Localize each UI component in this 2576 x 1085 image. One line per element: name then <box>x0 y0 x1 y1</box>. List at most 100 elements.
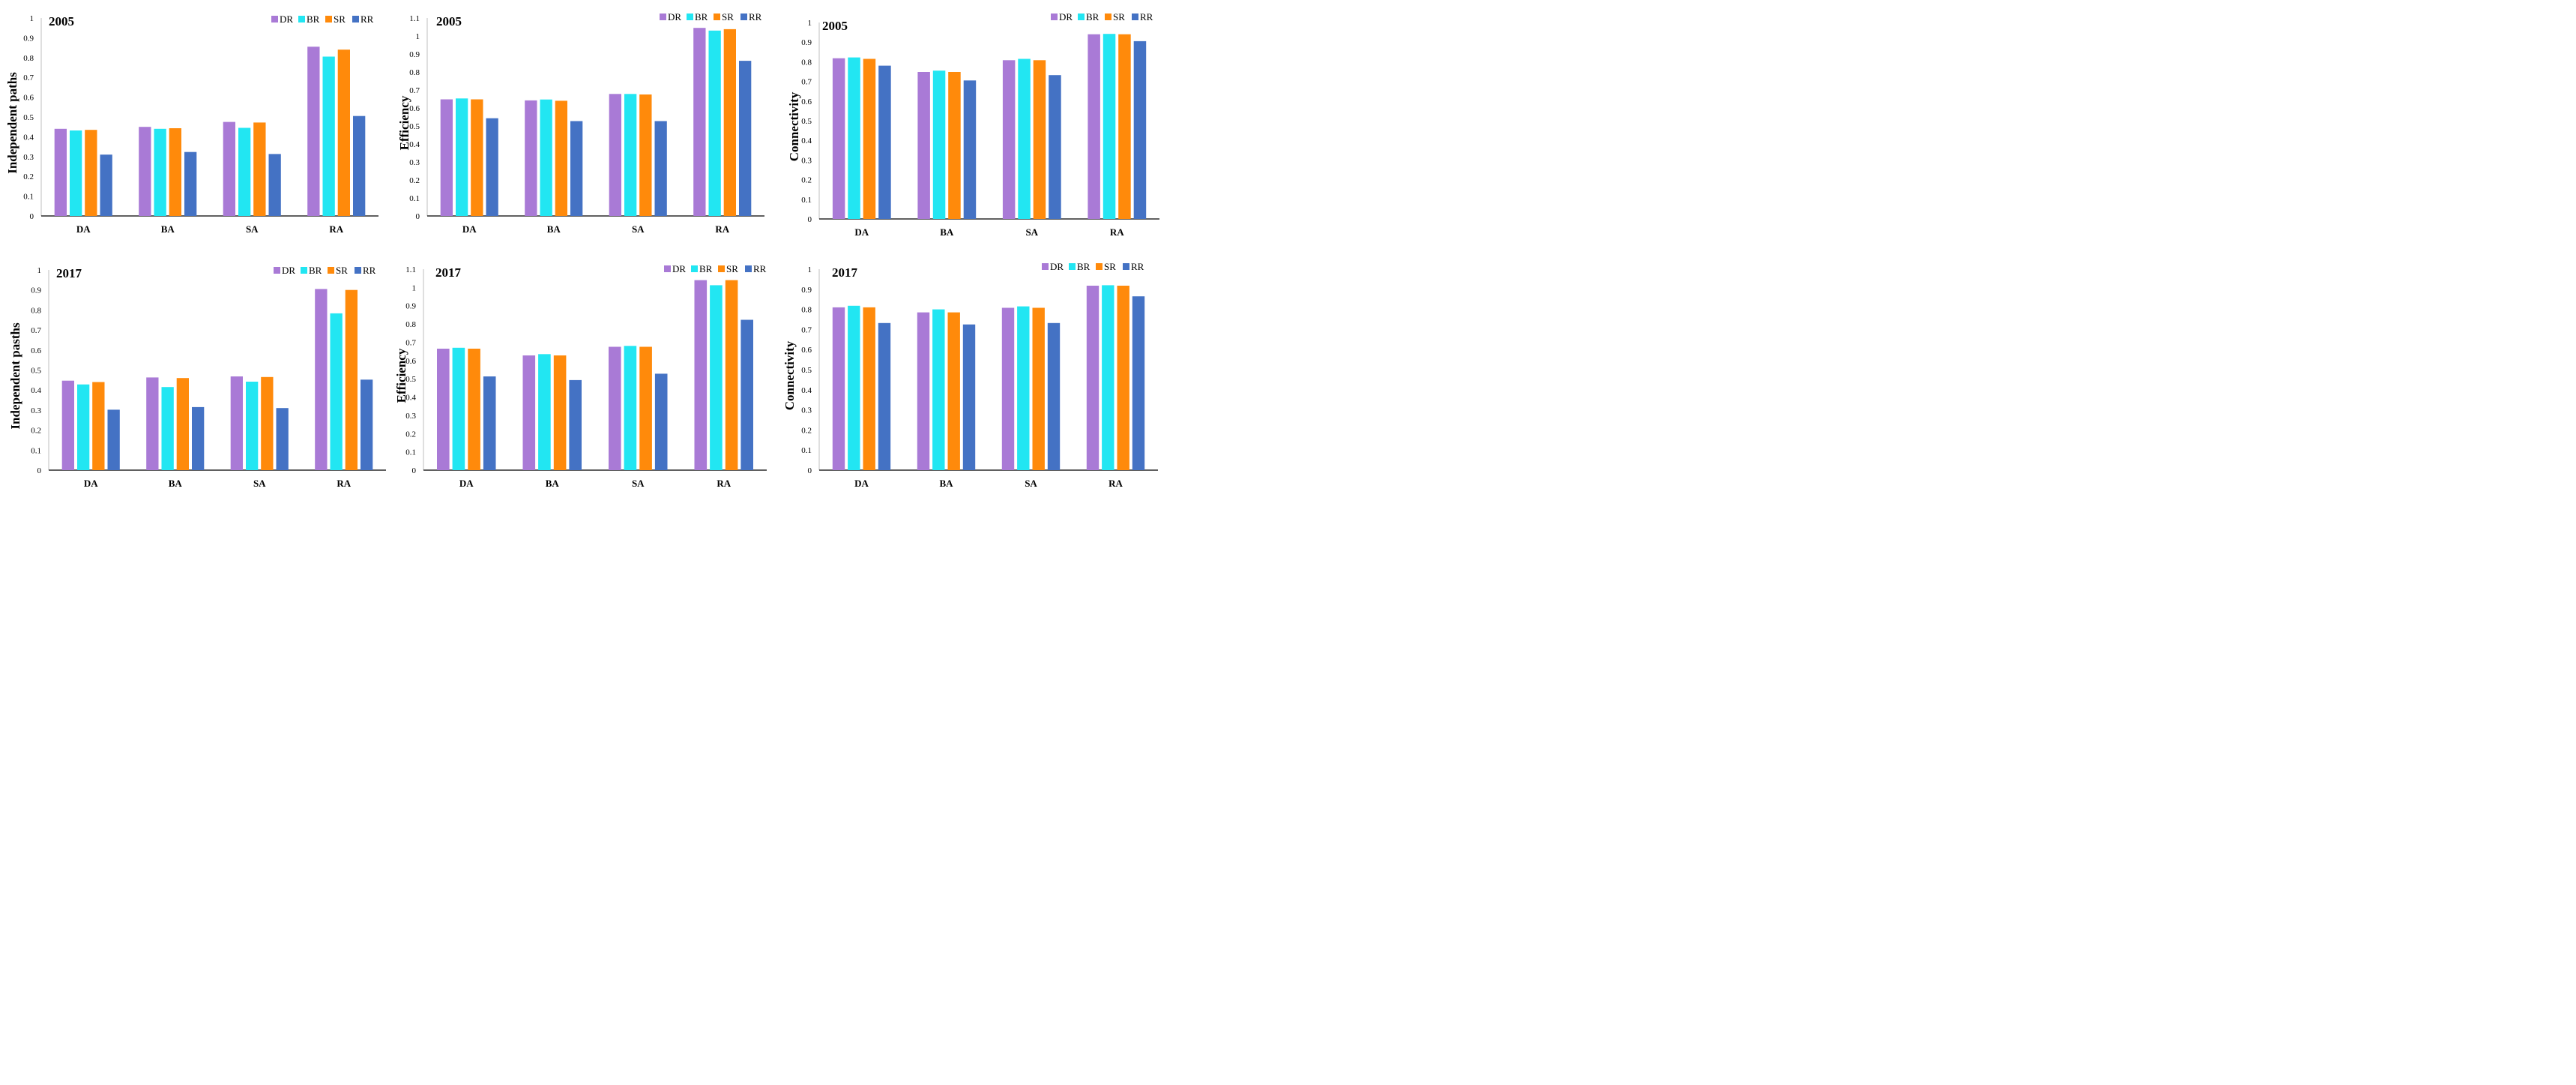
x-category-label: BA <box>161 223 175 235</box>
bar-br-sa <box>1018 58 1031 219</box>
y-tick-label: 0.5 <box>405 375 416 384</box>
legend-swatch-dr <box>1051 13 1058 20</box>
bar-rr-sa <box>1047 322 1061 470</box>
bar-sr-da <box>863 58 876 219</box>
bar-rr-da <box>486 118 498 216</box>
legend-swatch-dr <box>274 267 280 274</box>
bar-br-ba <box>932 70 946 219</box>
legend-label-br: BR <box>1086 11 1100 22</box>
x-category-label: BA <box>546 478 560 489</box>
bar-dr-ba <box>525 100 537 216</box>
bar-sr-sa <box>261 376 274 470</box>
bar-sr-ra <box>337 49 350 216</box>
bar-sr-ba <box>553 355 567 470</box>
y-tick-label: 0.5 <box>409 122 420 131</box>
legend-label-br: BR <box>307 13 320 25</box>
bar-dr-ra <box>307 46 320 216</box>
y-tick-label: 0.7 <box>409 86 420 95</box>
y-tick-label: 0.9 <box>801 286 812 295</box>
bar-dr-ba <box>139 127 151 216</box>
bar-sr-da <box>468 349 480 470</box>
legend-label-sr: SR <box>334 13 346 25</box>
y-tick-label: 0.2 <box>31 427 41 436</box>
legend-label-sr: SR <box>336 265 348 276</box>
chart-2: 0 0.1 0.2 0.3 0.4 0.5 0.6 0.7 0.8 0.9 1 1.1 DA BA SA RA… <box>397 11 764 235</box>
legend-label-br: BR <box>309 265 322 276</box>
y-tick-label: 0.2 <box>801 176 812 185</box>
bar-rr-sa <box>654 121 667 216</box>
bar-sr-ba <box>176 378 189 470</box>
y-tick-label: 0.2 <box>405 430 416 439</box>
y-tick-label: 0.4 <box>801 386 812 395</box>
bar-br-ra <box>708 30 721 216</box>
bar-br-sa <box>246 382 259 470</box>
y-tick-label: 0.6 <box>409 104 420 113</box>
legend: DR BR SR RR <box>274 265 376 276</box>
bar-dr-da <box>437 349 450 470</box>
y-axis-label: Efficiency <box>397 95 411 150</box>
bar-br-ra <box>330 313 343 470</box>
y-tick-label: 1.1 <box>405 265 416 274</box>
legend-swatch-rr <box>740 13 747 20</box>
bar-sr-da <box>471 99 483 216</box>
legend-swatch-dr <box>664 265 671 272</box>
y-tick-label: 0.8 <box>405 320 416 329</box>
x-category-label: RA <box>717 478 731 489</box>
legend-swatch-rr <box>355 267 361 274</box>
y-tick-label: 1 <box>412 283 417 292</box>
chart-3: 0 0.1 0.2 0.3 0.4 0.5 0.6 0.7 0.8 0.9 1 DA BA SA RA Con… <box>787 11 1159 238</box>
y-tick-label: 0.8 <box>409 68 420 77</box>
y-tick-label: 0.2 <box>409 176 420 185</box>
bar-sr-ba <box>169 128 181 216</box>
y-tick-label: 0.3 <box>801 156 812 165</box>
y-tick-label: 0.4 <box>31 386 41 395</box>
legend-swatch-sr <box>714 13 720 20</box>
bar-dr-ra <box>315 289 328 470</box>
y-tick-label: 1 <box>808 19 812 28</box>
x-category-label: SA <box>632 478 645 489</box>
y-tick-label: 0.5 <box>801 117 812 126</box>
bar-dr-da <box>832 58 845 219</box>
bar-dr-sa <box>609 94 621 216</box>
x-category-label: BA <box>169 478 183 489</box>
bar-rr-sa <box>654 373 668 470</box>
legend-label-br: BR <box>1077 261 1091 272</box>
y-tick-label: 0 <box>412 466 417 475</box>
chart-title: 2005 <box>436 14 462 28</box>
bar-br-sa <box>238 127 251 216</box>
y-tick-label: 0.9 <box>31 286 41 295</box>
bar-sr-ba <box>947 312 960 470</box>
bar-dr-da <box>440 99 453 216</box>
y-tick-label: 0.5 <box>31 367 41 376</box>
bar-dr-da <box>832 307 845 470</box>
y-tick-label: 0.1 <box>405 448 416 457</box>
bar-br-sa <box>624 346 637 470</box>
y-axis-label: Connectivity <box>787 91 801 161</box>
bar-dr-da <box>61 380 74 470</box>
y-tick-label: 0.2 <box>23 172 34 181</box>
legend-label-sr: SR <box>1104 261 1116 272</box>
legend-swatch-sr <box>718 265 725 272</box>
y-tick-label: 0.9 <box>801 38 812 47</box>
bar-rr-ra <box>1133 40 1147 220</box>
bar-sr-sa <box>639 346 652 470</box>
y-tick-label: 0.6 <box>31 346 41 355</box>
bar-rr-ra <box>740 319 753 470</box>
bar-rr-ba <box>569 379 582 470</box>
y-tick-label: 0.6 <box>801 346 812 355</box>
y-tick-label: 1.1 <box>409 14 420 23</box>
bar-br-da <box>452 347 465 470</box>
y-tick-label: 0.3 <box>409 158 420 167</box>
legend-label-rr: RR <box>363 265 376 276</box>
legend-swatch-sr <box>1096 263 1103 270</box>
x-category-label: DA <box>84 478 98 489</box>
x-category-label: SA <box>246 223 259 235</box>
legend-swatch-dr <box>1042 263 1049 270</box>
bar-rr-da <box>878 322 891 470</box>
bar-dr-da <box>54 128 67 216</box>
legend-label-rr: RR <box>1131 261 1144 272</box>
chart-6: 0 0.1 0.2 0.3 0.4 0.5 0.6 0.7 0.8 0.9 1 DA BA SA RA Con… <box>782 261 1158 489</box>
bar-sr-ra <box>725 280 738 470</box>
legend-label-rr: RR <box>1140 11 1153 22</box>
legend-label-dr: DR <box>1050 261 1064 272</box>
